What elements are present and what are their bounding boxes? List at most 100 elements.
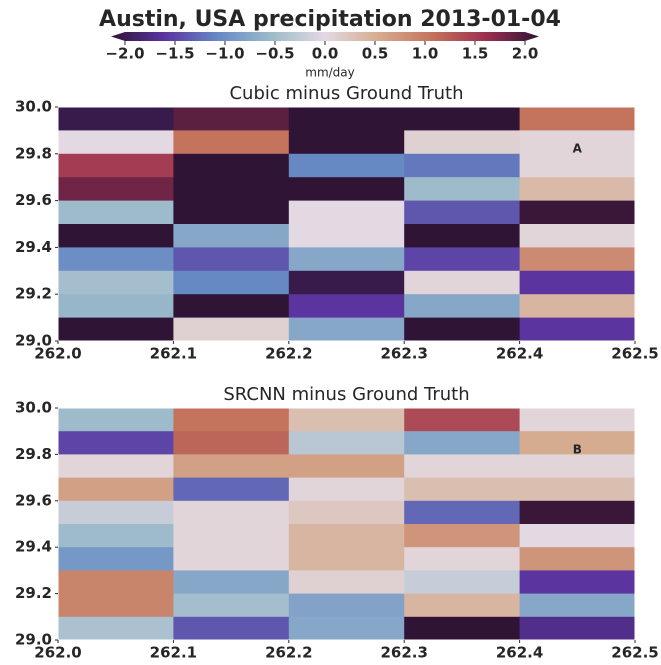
heatmap-cell [519, 224, 636, 248]
heatmap-cell [173, 408, 290, 432]
heatmap-cell [58, 294, 174, 319]
heatmap-cell [519, 593, 636, 618]
heatmap-cell [173, 294, 290, 319]
y-tick-label: 29.2 [15, 285, 52, 303]
heatmap-cell [173, 153, 290, 178]
y-tick-label: 29.6 [15, 191, 52, 209]
heatmap-cell [288, 177, 405, 202]
y-tick-label: 29.0 [15, 332, 52, 350]
plot-frame [57, 106, 636, 342]
colorbar-tick-label: −1.5 [155, 45, 194, 63]
heatmap-cell [404, 477, 521, 502]
heatmap-cell [404, 431, 521, 455]
heatmap-cell [288, 247, 405, 272]
y-tick-label: 29.6 [15, 491, 52, 509]
x-tick-label: 262.0 [34, 345, 81, 363]
heatmap-cell [288, 524, 405, 548]
y-tick-label: 29.0 [15, 631, 52, 649]
heatmap-cell [58, 177, 174, 202]
panel-title: Cubic minus Ground Truth [229, 83, 463, 104]
x-tick-label: 262.4 [496, 644, 543, 662]
heatmap-cell [288, 294, 405, 319]
heatmap-cell [58, 547, 174, 571]
heatmap-cell [519, 616, 636, 641]
heatmap-cell [58, 270, 174, 295]
heatmap-cell [173, 524, 290, 548]
heatmap-cell [519, 547, 636, 571]
heatmap-cell [288, 593, 405, 618]
heatmap-cell [404, 270, 521, 295]
heatmap-cell [288, 153, 405, 178]
heatmap-cell [404, 616, 521, 641]
heatmap-cell [58, 130, 174, 155]
heatmap-cell [173, 200, 290, 225]
heatmap-cell [173, 317, 290, 342]
colorbar-tick-label: 2.0 [512, 45, 539, 63]
heatmap-cell [288, 107, 405, 131]
heatmap-cell [58, 317, 174, 342]
heatmap-cell [404, 247, 521, 272]
colorbar-tick-label: −1.0 [205, 45, 244, 63]
heatmap-cell [173, 247, 290, 272]
heatmap-cell [58, 593, 174, 618]
x-tick-label: 262.3 [380, 644, 427, 662]
heatmap-cell [519, 130, 636, 155]
heatmap-cell [519, 500, 636, 525]
heatmap-cell [58, 224, 174, 248]
heatmap-cell [404, 224, 521, 248]
y-tick-label: 29.8 [15, 445, 52, 463]
x-tick-label: 262.3 [380, 345, 427, 363]
heatmap-cell [58, 247, 174, 272]
heatmap-cell [404, 454, 521, 479]
heatmap-cell [173, 270, 290, 295]
heatmap-cell [404, 593, 521, 618]
heatmap-cell [519, 200, 636, 225]
heatmap-cell [173, 454, 290, 479]
colorbar-tick-label: 1.0 [412, 45, 439, 63]
heatmap-cell [173, 547, 290, 571]
colorbar-tick-label: −0.5 [255, 45, 294, 63]
x-tick-label: 262.5 [611, 345, 658, 363]
heatmap-cell [58, 524, 174, 548]
heatmap-cell [519, 454, 636, 479]
heatmap-cell [519, 408, 636, 432]
heatmap-cell [519, 177, 636, 202]
heatmap-cell [288, 616, 405, 641]
heatmap-cell [519, 153, 636, 178]
heatmap-cell [288, 454, 405, 479]
heatmap-cell [288, 570, 405, 595]
heatmap-cell [519, 107, 636, 131]
heatmap-cell [173, 107, 290, 131]
colorbar [111, 32, 539, 41]
heatmap-cell [404, 294, 521, 319]
heatmap-cell [58, 500, 174, 525]
colorbar-label: mm/day [305, 66, 355, 80]
heatmap-cell [404, 547, 521, 571]
heatmap-cell [288, 477, 405, 502]
heatmap-cell [58, 153, 174, 178]
heatmap-cell [519, 477, 636, 502]
heatmap-cell [58, 454, 174, 479]
y-tick-label: 29.8 [15, 144, 52, 162]
heatmap-cell [173, 593, 290, 618]
heatmap-cell [288, 431, 405, 455]
heatmap-cell [58, 107, 174, 131]
y-tick-label: 29.2 [15, 584, 52, 602]
heatmap-cell [404, 524, 521, 548]
colorbar-tick-label: 0.0 [312, 45, 339, 63]
heatmap-cell [173, 130, 290, 155]
figure-title: Austin, USA precipitation 2013-01-04 [99, 7, 561, 32]
x-tick-label: 262.0 [34, 644, 81, 662]
heatmap-cell [404, 408, 521, 432]
heatmap-cell [58, 431, 174, 455]
heatmap-cell [288, 317, 405, 342]
x-tick-label: 262.2 [265, 345, 312, 363]
heatmap-cell [288, 547, 405, 571]
heatmap-cell [404, 177, 521, 202]
annotation: B [573, 442, 582, 456]
heatmap-cell [288, 270, 405, 295]
heatmap-cell [173, 500, 290, 525]
colorbar-tick-label: 0.5 [362, 45, 389, 63]
plot-frame [57, 407, 636, 641]
